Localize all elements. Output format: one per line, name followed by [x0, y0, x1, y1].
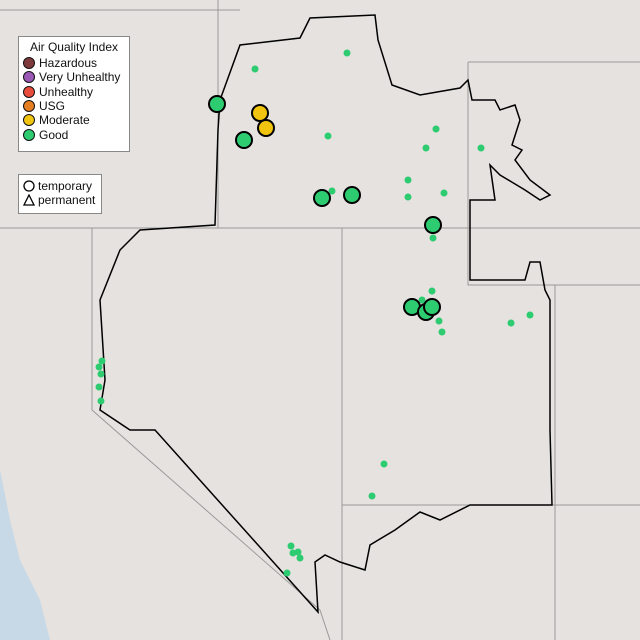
- monitor-marker-temporary[interactable]: [423, 298, 441, 316]
- circle-icon: [23, 180, 35, 192]
- monitor-marker-temporary[interactable]: [251, 104, 269, 122]
- legend-label: permanent: [38, 193, 96, 208]
- monitor-marker-small[interactable]: [95, 363, 103, 371]
- color-swatch: [23, 114, 35, 127]
- legend-label: Unhealthy: [39, 84, 94, 99]
- legend-label: Very Unhealthy: [39, 70, 121, 85]
- monitor-marker-small[interactable]: [294, 548, 302, 556]
- color-swatch: [23, 100, 35, 113]
- monitor-marker-small[interactable]: [328, 187, 336, 195]
- monitor-marker-temporary[interactable]: [424, 216, 442, 234]
- monitor-marker-temporary[interactable]: [257, 119, 275, 137]
- shape-legend: temporary permanent: [18, 174, 102, 214]
- monitor-marker-small[interactable]: [507, 319, 515, 327]
- monitor-markers: [95, 49, 534, 577]
- monitor-marker-small[interactable]: [324, 132, 332, 140]
- monitor-marker-small[interactable]: [432, 125, 440, 133]
- monitor-marker-small[interactable]: [251, 65, 259, 73]
- legend-item-good: Good: [19, 127, 129, 142]
- legend-label: USG: [39, 99, 66, 114]
- color-swatch: [23, 71, 35, 84]
- legend-item-unhealthy: Unhealthy: [19, 85, 129, 99]
- legend-label: Good: [39, 127, 69, 142]
- ocean: [0, 470, 50, 640]
- legend-item-usg: USG: [19, 99, 129, 113]
- monitor-marker-small[interactable]: [98, 357, 106, 365]
- legend-item-temporary: temporary: [19, 179, 101, 193]
- monitor-marker-small[interactable]: [428, 287, 436, 295]
- monitor-marker-small[interactable]: [422, 144, 430, 152]
- monitor-marker-small[interactable]: [477, 144, 485, 152]
- monitor-marker-small[interactable]: [435, 317, 443, 325]
- monitor-marker-small[interactable]: [404, 193, 412, 201]
- legend-item-very-unhealthy: Very Unhealthy: [19, 70, 129, 84]
- monitor-marker-small[interactable]: [287, 542, 295, 550]
- color-swatch: [23, 85, 35, 98]
- color-swatch: [23, 57, 35, 70]
- legend-label: temporary: [38, 179, 93, 194]
- aqi-legend: Air Quality Index Hazardous Very Unhealth…: [18, 36, 130, 152]
- monitor-marker-small[interactable]: [438, 328, 446, 336]
- legend-label: Hazardous: [39, 56, 98, 71]
- monitor-marker-small[interactable]: [380, 460, 388, 468]
- triangle-icon: [23, 194, 35, 207]
- legend-item-moderate: Moderate: [19, 113, 129, 127]
- monitor-marker-small[interactable]: [440, 189, 448, 197]
- monitor-marker-small[interactable]: [429, 234, 437, 242]
- monitor-marker-small[interactable]: [97, 370, 105, 378]
- monitor-marker-small[interactable]: [296, 554, 304, 562]
- monitor-marker-small[interactable]: [343, 49, 351, 57]
- legend-label: Moderate: [39, 113, 90, 128]
- monitor-marker-small[interactable]: [526, 311, 534, 319]
- legend-title: Air Quality Index: [29, 40, 119, 54]
- region-boundary: [99, 14, 553, 615]
- color-swatch: [23, 128, 35, 141]
- monitor-marker-small[interactable]: [95, 383, 103, 391]
- legend-item-permanent: permanent: [19, 193, 101, 207]
- monitor-marker-small[interactable]: [418, 296, 426, 304]
- legend-item-hazardous: Hazardous: [19, 56, 129, 70]
- monitor-marker-small[interactable]: [404, 176, 412, 184]
- monitor-marker-temporary[interactable]: [235, 131, 253, 149]
- monitor-marker-small[interactable]: [97, 397, 105, 405]
- monitor-marker-temporary[interactable]: [208, 95, 226, 113]
- monitor-marker-temporary[interactable]: [313, 189, 331, 207]
- monitor-marker-temporary[interactable]: [343, 186, 361, 204]
- monitor-marker-small[interactable]: [283, 569, 291, 577]
- monitor-marker-small[interactable]: [368, 492, 376, 500]
